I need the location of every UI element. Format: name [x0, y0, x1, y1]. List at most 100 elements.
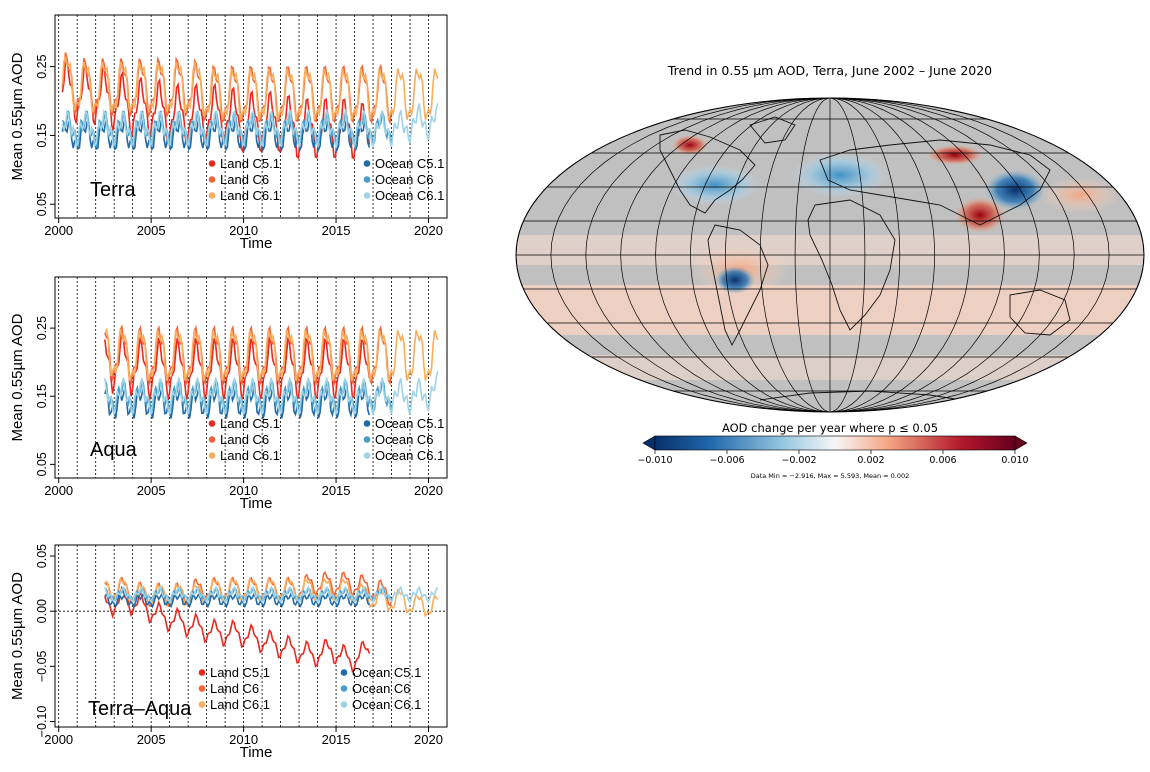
legend-swatch — [208, 176, 216, 183]
meridian-line — [690, 98, 831, 412]
legend-swatch — [208, 452, 216, 459]
legend-swatch — [340, 701, 348, 708]
legend-swatch — [363, 452, 371, 459]
legend-swatch — [208, 192, 216, 199]
x-tick-label: 2020 — [414, 483, 443, 498]
chart-svg: 2000 2005 2010 2015 2020 0.05 0.15 0.25 Time Mean… — [9, 14, 448, 252]
europe-decrease — [790, 153, 890, 197]
meridian-line — [829, 98, 1005, 412]
x-tick-label: 2015 — [322, 223, 351, 238]
y-axis-label: Mean 0.55µm AOD — [9, 313, 26, 441]
legend-swatch — [198, 685, 206, 692]
colorbar-tick-label: 0.010 — [1001, 455, 1028, 466]
legend-label: Ocean C5.1 — [352, 665, 421, 680]
legend-label: Ocean C6.1 — [352, 697, 421, 712]
x-axis-label: Time — [240, 495, 273, 512]
legend-label: Land C5.1 — [220, 416, 280, 431]
y-axis-label: Mean 0.55µm AOD — [9, 52, 26, 180]
map-title: Trend in 0.55 µm AOD, Terra, June 2002 –… — [667, 63, 992, 78]
meridian-line — [794, 98, 831, 412]
plot-frame — [54, 14, 448, 219]
legend-swatch — [340, 685, 348, 692]
plot-frame — [54, 544, 448, 728]
meridian-line — [620, 98, 831, 412]
meridian-line — [829, 98, 1040, 412]
legend-label: Ocean C6 — [375, 432, 434, 447]
series-line-land-c6-1 — [104, 327, 439, 381]
colorbar-label: AOD change per year where p ≤ 0.05 — [722, 421, 938, 435]
x-axis-label: Time — [240, 744, 273, 761]
y-tick-label: 0.25 — [35, 316, 49, 340]
legend-label: Ocean C6 — [375, 172, 434, 187]
series-line-land-c5-1 — [104, 330, 371, 402]
x-tick-label: 2010 — [229, 483, 258, 498]
series-line-land-c5-1 — [104, 585, 371, 673]
legend-swatch — [363, 160, 371, 167]
x-tick-label: 2000 — [44, 732, 73, 747]
legend-label: Land C5.1 — [220, 156, 280, 171]
legend-label: Land C6 — [220, 172, 269, 187]
legend-label: Land C6.1 — [220, 448, 280, 463]
terra-aod-chart: 2000 2005 2010 2015 2020 0.05 0.15 0.25 Time Mean… — [0, 0, 450, 258]
colorbar-tick-label: −0.010 — [637, 455, 672, 466]
legend-swatch — [363, 420, 371, 427]
panel-label: Terra–Aqua — [88, 698, 192, 720]
colorbar-tick-label: 0.006 — [929, 455, 956, 466]
legend-swatch — [363, 436, 371, 443]
aod-trend-map-panel: Trend in 0.55 µm AOD, Terra, June 2002 –… — [510, 55, 1150, 495]
series-line-ocean-c6 — [104, 586, 393, 603]
north-america-decrease — [670, 165, 760, 205]
series-line-ocean-c6-1 — [104, 585, 439, 604]
y-tick-label: 0.05 — [35, 544, 49, 568]
series-line-ocean-c6 — [104, 376, 393, 416]
series-line-ocean-c6-1 — [104, 371, 439, 415]
plot-frame — [54, 276, 448, 479]
aod-trend-map-svg: Trend in 0.55 µm AOD, Terra, June 2002 –… — [515, 63, 1145, 480]
colorbar-ticks: −0.010 −0.006 −0.002 0.002 0.006 0.010 — [637, 450, 1029, 466]
meridian-line — [829, 98, 866, 412]
legend-swatch — [363, 192, 371, 199]
meridian-line — [829, 98, 936, 412]
legend-label: Land C6 — [220, 432, 269, 447]
colorbar — [654, 435, 1016, 451]
y-tick-label: 0.00 — [35, 599, 49, 623]
west-pacific-increase — [1040, 177, 1120, 213]
x-tick-label: 2005 — [137, 732, 166, 747]
x-tick-label: 2020 — [414, 223, 443, 238]
meridian-line — [829, 98, 1110, 412]
x-tick-label: 2020 — [414, 732, 443, 747]
panel-label: Terra — [90, 179, 136, 201]
colorbar-max-arrow — [1014, 435, 1028, 451]
meridian-line — [759, 98, 831, 412]
legend-swatch — [208, 160, 216, 167]
siberia-increase — [927, 145, 983, 165]
map-outline — [515, 97, 1145, 413]
map-field — [516, 98, 1144, 412]
y-tick-label: −0.10 — [35, 706, 49, 738]
legend-swatch — [198, 669, 206, 676]
meridian-line — [655, 98, 831, 412]
meridian-line — [550, 98, 831, 412]
x-axis-label: Time — [240, 235, 273, 252]
aqua-aod-chart: 2000 2005 2010 2015 2020 0.05 0.15 0.25 Time Mean… — [0, 262, 450, 518]
x-tick-label: 2005 — [137, 223, 166, 238]
legend-label: Ocean C5.1 — [375, 416, 444, 431]
x-tick-label: 2015 — [322, 732, 351, 747]
colorbar-tick-label: 0.002 — [857, 455, 884, 466]
legend-label: Ocean C6.1 — [375, 448, 444, 463]
south-asia-increase — [955, 197, 1005, 233]
x-tick-label: 2000 — [44, 483, 73, 498]
x-tick-label: 2005 — [137, 483, 166, 498]
legend-swatch — [363, 176, 371, 183]
amazon-decrease — [715, 266, 755, 294]
chart-svg: 2000 2005 2010 2015 2020 −0.10 −0.05 0.00 0.05 Ti… — [9, 544, 448, 761]
series-line-ocean-c6-1 — [61, 103, 439, 150]
x-tick-label: 2010 — [229, 223, 258, 238]
north-pacific-increase — [672, 135, 708, 155]
legend-swatch — [208, 436, 216, 443]
colorbar-tick-label: −0.006 — [709, 455, 744, 466]
legend-label: Ocean C6.1 — [375, 188, 444, 203]
meridian-line — [829, 98, 1075, 412]
legend-label: Land C6.1 — [220, 188, 280, 203]
series-line-land-c6-1 — [61, 56, 439, 120]
